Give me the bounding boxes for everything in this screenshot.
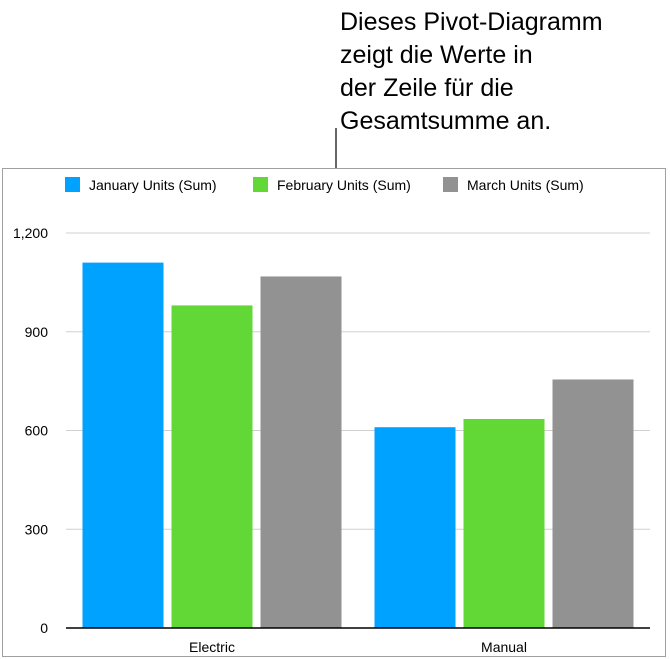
callout-leader-line <box>335 128 337 168</box>
legend-label: January Units (Sum) <box>89 177 217 193</box>
legend-label: February Units (Sum) <box>277 177 411 193</box>
bar-manual-1 <box>374 427 456 628</box>
y-tick-label: 1,200 <box>13 225 48 241</box>
x-tick-label: Electric <box>189 639 235 655</box>
legend-label: March Units (Sum) <box>467 177 584 193</box>
y-tick-label: 300 <box>25 521 49 537</box>
callout-text: Dieses Pivot-Diagramm zeigt die Werte in… <box>340 8 603 135</box>
legend-swatch <box>443 177 458 192</box>
bar-electric-1 <box>82 262 164 628</box>
legend-swatch <box>65 177 80 192</box>
legend-swatch <box>253 177 268 192</box>
chart-frame <box>2 168 666 657</box>
y-tick-label: 900 <box>25 324 49 340</box>
y-tick-label: 600 <box>25 423 49 439</box>
bar-manual-2 <box>463 418 545 628</box>
bar-manual-3 <box>552 379 634 628</box>
y-tick-label: 0 <box>40 620 48 636</box>
bar-electric-2 <box>171 305 253 628</box>
x-tick-label: Manual <box>481 639 527 655</box>
bar-electric-3 <box>260 276 342 628</box>
